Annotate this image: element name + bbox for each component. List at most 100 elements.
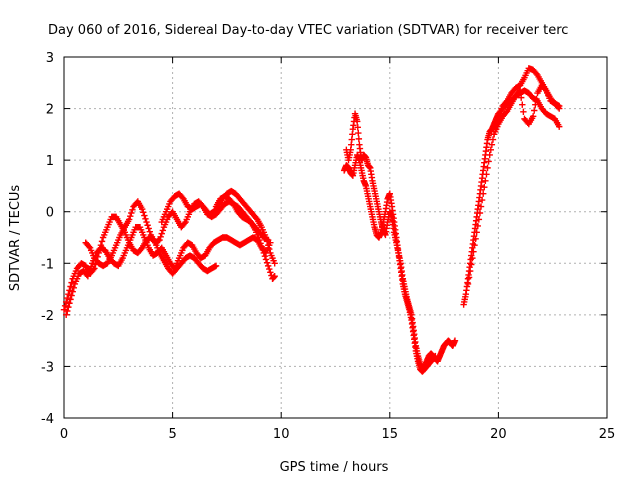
- data-point: [470, 248, 477, 255]
- data-point: [246, 217, 253, 224]
- y-tick-label: -4: [41, 412, 54, 427]
- data-point: [142, 215, 149, 223]
- data-point: [489, 136, 497, 143]
- data-point: [84, 272, 92, 280]
- data-point: [140, 209, 147, 216]
- data-point: [69, 288, 76, 295]
- data-point: [477, 203, 485, 210]
- data-point: [262, 256, 270, 263]
- data-point: [263, 238, 271, 245]
- data-point: [258, 243, 265, 250]
- x-tick-label: 20: [490, 427, 507, 442]
- data-point: [465, 274, 473, 281]
- data-point: [91, 265, 98, 272]
- series-track-h: [460, 87, 563, 308]
- data-point: [485, 158, 492, 165]
- plot-frame: [63, 56, 608, 419]
- x-tick-label: 10: [273, 427, 290, 442]
- x-tick-label: 5: [168, 427, 176, 442]
- data-point: [515, 88, 523, 96]
- data-point: [471, 242, 478, 249]
- data-point: [502, 109, 510, 116]
- data-point: [487, 146, 494, 154]
- series-track-g: [340, 151, 439, 375]
- data-point: [65, 291, 72, 298]
- data-point: [468, 261, 475, 268]
- data-point: [451, 337, 459, 344]
- data-point: [264, 242, 272, 249]
- data-point: [266, 265, 273, 273]
- data-point: [256, 236, 263, 244]
- series-track-d: [158, 187, 278, 267]
- data-point: [488, 141, 496, 148]
- data-point: [156, 236, 163, 244]
- data-point: [68, 279, 75, 286]
- data-point: [473, 229, 480, 236]
- data-point: [128, 209, 135, 217]
- y-tick-label: -1: [41, 257, 54, 272]
- data-point: [478, 196, 486, 204]
- data-point: [554, 104, 562, 111]
- data-point: [65, 303, 72, 311]
- chart-title: Day 060 of 2016, Sidereal Day-to-day VTE…: [48, 23, 568, 38]
- data-point: [68, 292, 75, 299]
- data-point: [86, 266, 94, 273]
- data-point: [469, 254, 476, 262]
- data-point: [483, 171, 490, 178]
- data-point: [260, 249, 268, 257]
- data-point: [60, 306, 68, 313]
- y-axis-label: SDTVAR / TECUs: [8, 185, 23, 292]
- data-point: [481, 184, 488, 191]
- data-point: [257, 240, 264, 247]
- data-point: [355, 129, 362, 137]
- data-point: [146, 228, 153, 235]
- data-point: [474, 222, 481, 230]
- x-tick-label: 25: [599, 427, 616, 442]
- data-point: [66, 300, 73, 307]
- data-point: [533, 95, 540, 103]
- x-tick-label: 15: [382, 427, 399, 442]
- data-point: [516, 87, 524, 94]
- data-point: [64, 307, 71, 315]
- data-point: [159, 227, 167, 234]
- series-track-e: [212, 193, 278, 282]
- data-points: [60, 65, 563, 375]
- data-point: [127, 213, 134, 220]
- data-point: [259, 246, 266, 253]
- data-point: [354, 118, 361, 125]
- data-point: [432, 352, 439, 360]
- data-point: [532, 101, 539, 108]
- data-point: [67, 283, 74, 290]
- data-point: [355, 135, 363, 143]
- data-point: [145, 225, 152, 232]
- data-point: [556, 123, 563, 130]
- data-point: [464, 280, 472, 288]
- data-point: [62, 298, 70, 306]
- data-point: [533, 70, 540, 77]
- data-point: [271, 272, 278, 280]
- data-point: [262, 234, 270, 241]
- axis-ticks: 0 5 10 15 20 25 -4 -3 -2 -1 0 1 2 3: [41, 51, 615, 442]
- data-point: [267, 269, 274, 276]
- data-point: [264, 262, 272, 270]
- data-point: [87, 263, 95, 270]
- data-point: [263, 259, 271, 266]
- series-track-f: [343, 110, 459, 373]
- data-point: [541, 86, 549, 93]
- data-point: [181, 220, 188, 227]
- x-axis-label: GPS time / hours: [280, 460, 389, 475]
- data-point: [261, 252, 269, 260]
- data-point: [472, 235, 479, 242]
- data-point: [271, 260, 278, 267]
- data-point: [66, 287, 73, 294]
- data-point: [479, 190, 487, 197]
- x-tick-label: 0: [60, 427, 68, 442]
- y-tick-label: -2: [41, 309, 54, 324]
- data-point: [531, 107, 538, 114]
- data-point: [212, 262, 220, 270]
- data-point: [67, 296, 74, 303]
- data-point: [253, 214, 260, 222]
- data-point: [141, 212, 148, 219]
- data-point: [179, 194, 186, 201]
- data-point: [85, 243, 93, 250]
